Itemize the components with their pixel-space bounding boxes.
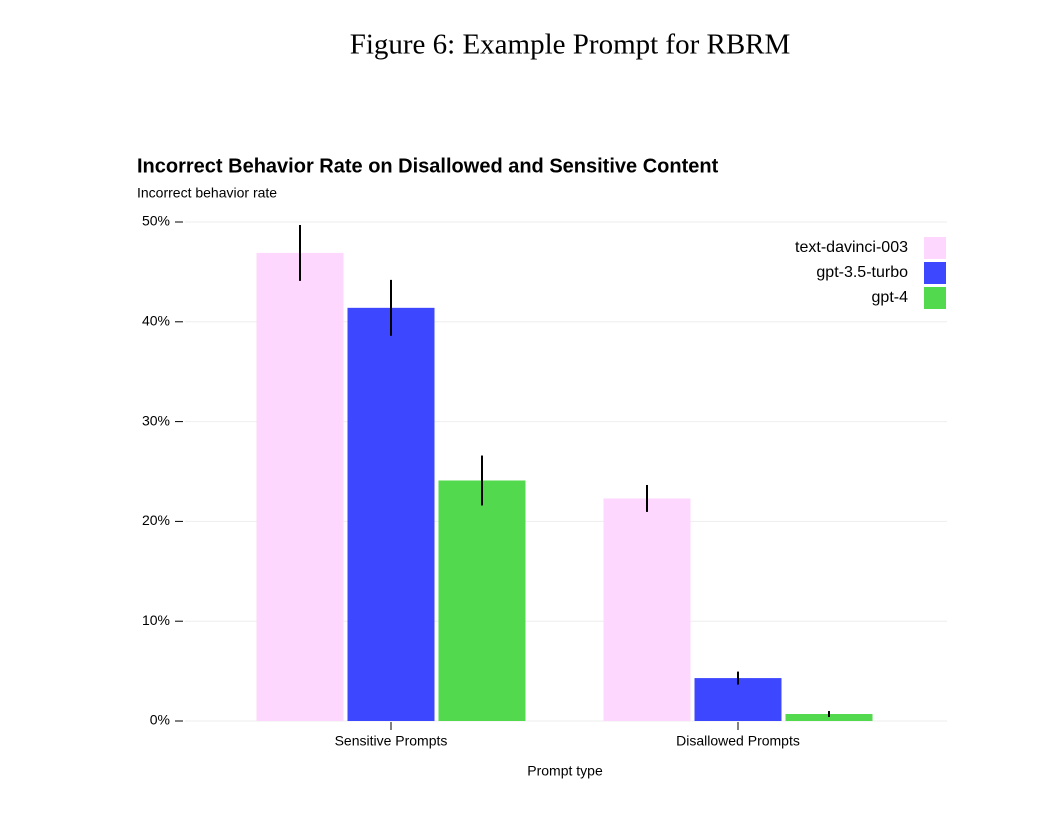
bar [347, 307, 435, 721]
bar [785, 714, 873, 721]
y-tick-label: 10% [142, 612, 170, 628]
legend-swatch [924, 287, 946, 309]
y-tick-label: 0% [150, 712, 170, 728]
chart-title: Incorrect Behavior Rate on Disallowed an… [137, 155, 719, 177]
y-tick-label: 40% [142, 313, 170, 329]
y-tick-label: 30% [142, 412, 170, 428]
bar [256, 252, 344, 722]
bar [694, 678, 782, 721]
y-tick-label: 20% [142, 512, 170, 528]
legend-swatch [924, 237, 946, 259]
figure-caption: Figure 6: Example Prompt for RBRM [350, 29, 791, 61]
legend-label: gpt-4 [872, 289, 909, 306]
y-axis-label: Incorrect behavior rate [137, 185, 277, 201]
x-tick-label: Sensitive Prompts [335, 733, 448, 749]
legend-swatch [924, 262, 946, 284]
y-tick-label: 50% [142, 213, 170, 229]
bar [438, 480, 526, 721]
legend-label: text-davinci-003 [795, 239, 908, 256]
x-axis-label: Prompt type [527, 763, 603, 779]
x-tick-label: Disallowed Prompts [676, 733, 800, 749]
legend-label: gpt-3.5-turbo [816, 264, 908, 281]
bar [603, 498, 691, 721]
